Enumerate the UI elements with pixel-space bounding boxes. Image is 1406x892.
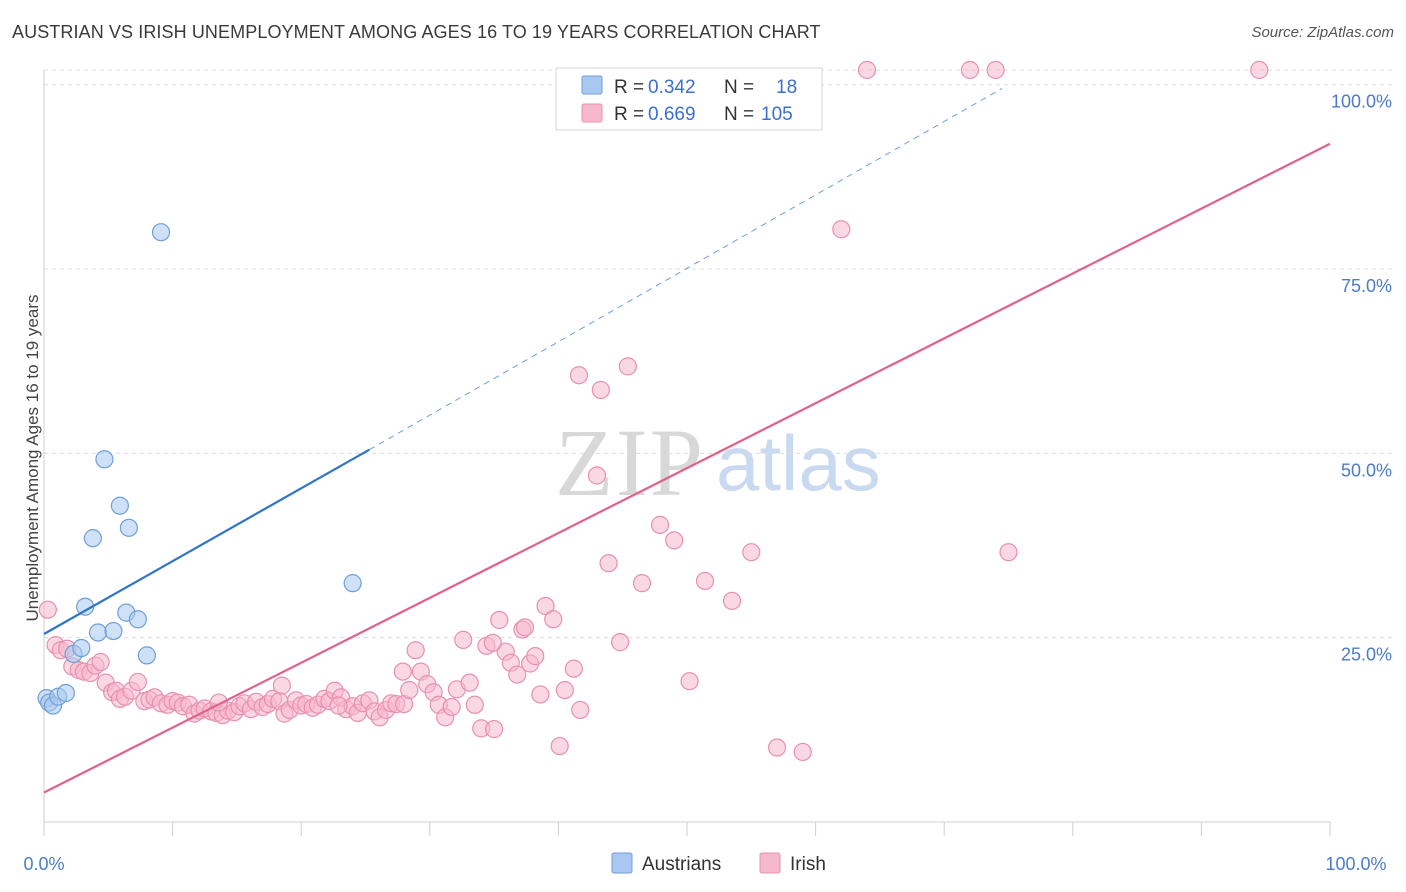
austrians-trend-line <box>43 448 370 635</box>
irish-point-74 <box>460 673 479 692</box>
legend-series: Austrians Irish <box>611 852 826 875</box>
austrians-point-14 <box>119 518 138 537</box>
y-tick-label-75: 75.0% <box>1341 276 1392 296</box>
legend-n-label-austrians: N = <box>724 77 754 98</box>
irish-point-90 <box>555 680 574 700</box>
legend-bottom-label-irish: Irish <box>790 854 826 875</box>
irish-point-0 <box>38 600 57 619</box>
irish-point-95 <box>591 380 610 400</box>
austrians-point-16 <box>137 646 156 665</box>
austrians-point-15 <box>128 610 147 629</box>
austrians-point-9 <box>88 623 108 642</box>
irish-point-94 <box>587 466 607 485</box>
y-tick-label-100: 100.0% <box>1331 92 1392 112</box>
irish-point-117 <box>209 693 228 712</box>
irish-point-102 <box>680 672 699 691</box>
irish-point-118 <box>483 633 502 652</box>
legend-r-label-irish: R = <box>614 104 644 125</box>
source-label: Source: ZipAtlas.com <box>1251 24 1394 41</box>
legend-n-value-irish: 105 <box>761 104 793 125</box>
austrians-point-18 <box>343 574 362 593</box>
irish-point-110 <box>960 60 980 80</box>
watermark: ZIP atlas <box>555 409 881 516</box>
irish-point-88 <box>544 610 563 629</box>
irish-point-71 <box>442 697 461 717</box>
irish-point-100 <box>650 515 670 534</box>
irish-point-108 <box>832 220 851 239</box>
austrians-point-12 <box>110 496 129 515</box>
irish-point-115 <box>329 696 348 715</box>
austrians-point-11 <box>104 621 123 641</box>
irish-points <box>38 60 1269 762</box>
irish-point-116 <box>393 662 412 681</box>
irish-point-104 <box>722 591 742 610</box>
irish-point-86 <box>531 685 550 704</box>
irish-point-85 <box>526 647 545 666</box>
irish-point-98 <box>618 357 637 376</box>
irish-trend-line <box>43 142 1331 794</box>
austrians-trend-extension <box>369 87 1003 451</box>
legend-bottom-swatch-austrians <box>611 852 633 874</box>
irish-point-82 <box>508 665 527 684</box>
legend-stats: R = 0.342 N = 18 R = 0.669 N = 105 <box>555 67 823 131</box>
irish-point-112 <box>999 543 1018 562</box>
irish-point-111 <box>986 60 1005 80</box>
x-ticks <box>43 822 1331 836</box>
austrians-point-4 <box>56 683 75 703</box>
gridlines <box>44 69 1392 639</box>
irish-point-91 <box>564 659 583 678</box>
irish-point-109 <box>857 60 877 80</box>
irish-point-114 <box>515 618 535 637</box>
irish-point-89 <box>550 736 569 756</box>
irish-point-103 <box>695 571 715 591</box>
irish-point-9 <box>91 652 110 672</box>
legend-r-value-austrians: 0.342 <box>648 77 696 98</box>
irish-point-92 <box>571 700 590 720</box>
legend-bottom-swatch-irish <box>759 852 781 874</box>
y-tick-label-25: 25.0% <box>1341 645 1392 665</box>
x-tick-label-min: 0.0% <box>23 854 64 874</box>
austrians-point-10 <box>95 450 114 469</box>
irish-point-113 <box>1250 60 1269 80</box>
irish-point-107 <box>793 742 812 762</box>
irish-point-97 <box>611 633 630 652</box>
x-tick-label-max: 100.0% <box>1325 854 1386 874</box>
irish-point-119 <box>272 676 292 695</box>
irish-point-96 <box>599 554 618 573</box>
irish-point-73 <box>454 630 473 649</box>
irish-point-16 <box>128 672 147 692</box>
legend-r-label-austrians: R = <box>614 77 644 98</box>
watermark-atlas: atlas <box>716 419 881 507</box>
irish-point-105 <box>742 543 761 562</box>
austrians-point-8 <box>83 529 102 548</box>
y-tick-label-50: 50.0% <box>1341 460 1392 480</box>
legend-swatch-austrians <box>581 75 603 95</box>
legend-r-value-irish: 0.669 <box>648 104 696 125</box>
irish-point-75 <box>465 695 484 714</box>
irish-point-78 <box>485 720 504 739</box>
irish-point-64 <box>400 680 419 700</box>
legend-swatch-irish <box>581 103 603 123</box>
irish-point-101 <box>665 531 684 550</box>
austrian-points <box>37 223 362 715</box>
austrians-point-17 <box>151 223 171 242</box>
chart-title: AUSTRIAN VS IRISH UNEMPLOYMENT AMONG AGE… <box>12 22 821 42</box>
legend-n-label-irish: N = <box>724 104 754 125</box>
y-axis-label: Unemployment Among Ages 16 to 19 years <box>23 295 42 622</box>
irish-point-93 <box>569 366 589 385</box>
legend-n-value-austrians: 18 <box>776 77 797 98</box>
irish-point-99 <box>632 574 652 593</box>
y-tick-labels: 25.0% 50.0% 75.0% 100.0% <box>1331 92 1392 665</box>
irish-point-65 <box>406 641 425 660</box>
irish-point-106 <box>767 738 787 757</box>
irish-point-79 <box>490 610 509 630</box>
trend-lines <box>43 87 1331 794</box>
legend-bottom-label-austrians: Austrians <box>642 854 721 875</box>
watermark-zip: ZIP <box>555 409 705 516</box>
austrians-point-6 <box>72 638 91 658</box>
